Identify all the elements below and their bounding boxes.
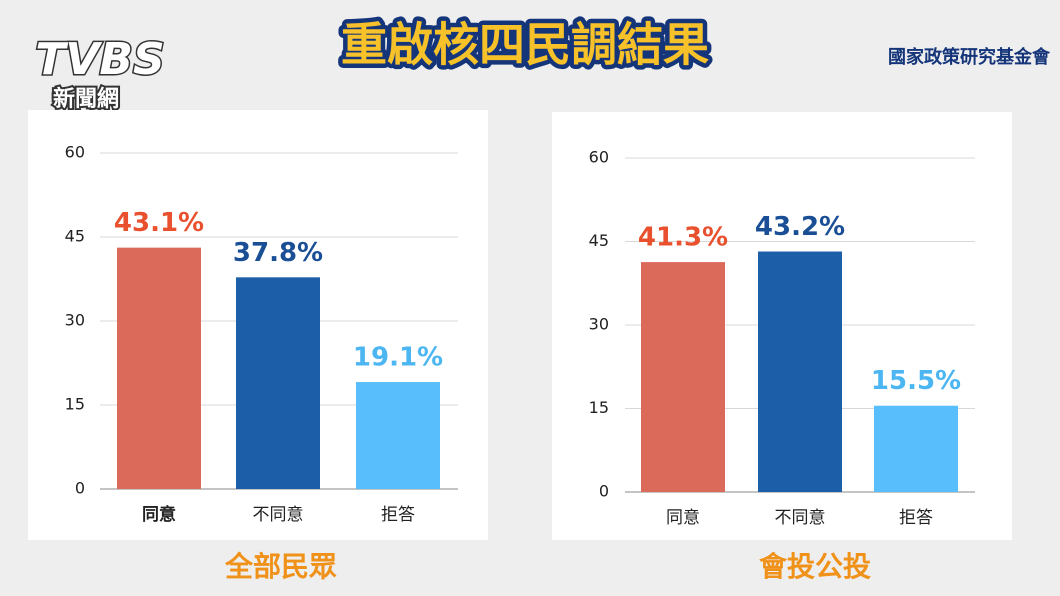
y-tick-label: 60 [65,143,85,162]
bar [641,262,725,492]
y-tick-label: 45 [65,227,85,246]
logo: TVBS [35,34,164,85]
x-tick-label: 不同意 [775,508,826,528]
x-tick-label: 拒答 [899,508,933,528]
value-label: 15.5% [871,366,961,396]
bar [758,251,842,492]
y-tick-label: 15 [65,395,85,414]
x-tick-label: 拒答 [381,505,415,525]
y-tick-label: 45 [589,231,609,250]
value-label: 41.3% [638,223,728,253]
value-label: 37.8% [233,238,323,268]
bar [874,405,958,492]
y-tick-label: 0 [75,479,85,498]
logo-subtitle: 新聞網 [53,86,119,112]
chart-caption: 全部民眾 [224,550,337,583]
x-tick-label: 不同意 [253,505,304,525]
value-label: 43.2% [755,212,845,242]
main-title: 重啟核四民調結果 [341,18,709,72]
chart-caption: 會投公投 [759,550,871,583]
bar [356,382,440,489]
source: 國家政策研究基金會 [888,46,1051,68]
y-tick-label: 30 [589,315,609,334]
bar [236,277,320,489]
value-label: 43.1% [114,208,204,238]
x-tick-label: 同意 [142,504,176,525]
x-tick-label: 同意 [666,508,700,528]
value-label: 19.1% [353,343,443,373]
y-tick-label: 60 [589,148,609,167]
y-tick-label: 15 [589,398,609,417]
y-tick-label: 0 [599,482,609,501]
y-tick-label: 30 [65,311,85,330]
bar [117,247,201,489]
